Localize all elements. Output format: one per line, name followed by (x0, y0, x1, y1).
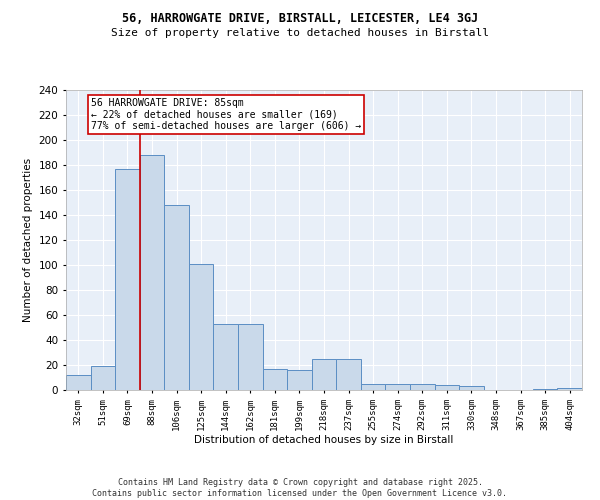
Bar (189, 264, 214, 390)
Bar (312, 359, 336, 390)
Bar (140, 155, 164, 390)
Bar (557, 388, 582, 390)
Text: Size of property relative to detached houses in Birstall: Size of property relative to detached ho… (111, 28, 489, 38)
Bar (214, 324, 238, 390)
X-axis label: Distribution of detached houses by size in Birstall: Distribution of detached houses by size … (194, 436, 454, 446)
Text: Contains HM Land Registry data © Crown copyright and database right 2025.
Contai: Contains HM Land Registry data © Crown c… (92, 478, 508, 498)
Bar (459, 386, 484, 390)
Bar (115, 169, 140, 390)
Bar (238, 324, 263, 390)
Bar (434, 385, 459, 390)
Bar (287, 370, 312, 390)
Text: 56 HARROWGATE DRIVE: 85sqm
← 22% of detached houses are smaller (169)
77% of sem: 56 HARROWGATE DRIVE: 85sqm ← 22% of deta… (91, 98, 361, 130)
Bar (533, 389, 557, 390)
Bar (336, 359, 361, 390)
Bar (410, 384, 434, 390)
Bar (164, 205, 189, 390)
Y-axis label: Number of detached properties: Number of detached properties (23, 158, 33, 322)
Bar (361, 384, 385, 390)
Bar (385, 384, 410, 390)
Bar (91, 366, 115, 390)
Bar (263, 369, 287, 390)
Text: 56, HARROWGATE DRIVE, BIRSTALL, LEICESTER, LE4 3GJ: 56, HARROWGATE DRIVE, BIRSTALL, LEICESTE… (122, 12, 478, 26)
Bar (66, 375, 91, 390)
